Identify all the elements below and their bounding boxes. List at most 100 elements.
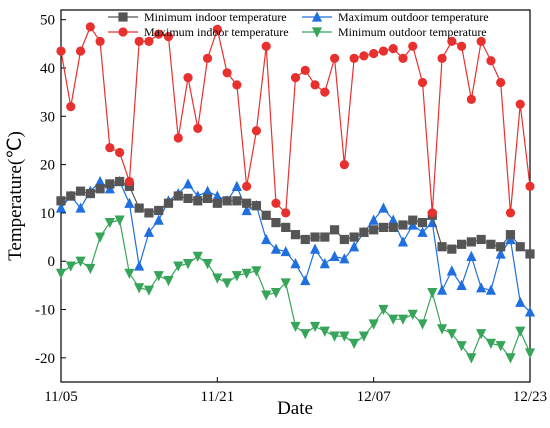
legend-label: Minimum outdoor temperature xyxy=(338,25,487,39)
legend-marker xyxy=(311,11,323,22)
data-point xyxy=(75,256,86,267)
data-point xyxy=(388,214,399,225)
data-point xyxy=(437,53,447,63)
legend-label: Maximum outdoor temperature xyxy=(338,10,489,24)
data-point xyxy=(369,48,379,59)
data-point xyxy=(358,331,369,342)
y-tick-label: 30 xyxy=(40,109,55,125)
data-point xyxy=(369,225,379,235)
data-point xyxy=(378,222,389,233)
data-point xyxy=(300,329,311,340)
data-point xyxy=(95,36,105,47)
data-point xyxy=(134,283,145,294)
legend-marker xyxy=(118,27,128,37)
data-point xyxy=(280,278,291,289)
data-point xyxy=(75,46,86,56)
data-point xyxy=(202,53,213,63)
data-point xyxy=(242,198,252,208)
data-point xyxy=(505,208,516,218)
legend-item: Minimum outdoor temperature xyxy=(302,25,487,39)
data-point xyxy=(290,73,301,83)
x-tick-label: 12/23 xyxy=(513,389,547,405)
data-point xyxy=(525,249,535,259)
legend-marker xyxy=(118,12,128,22)
data-point xyxy=(212,273,223,284)
data-point xyxy=(457,41,467,51)
data-point xyxy=(183,193,193,204)
data-point xyxy=(163,275,174,287)
data-point xyxy=(261,210,271,220)
data-point xyxy=(222,68,232,78)
data-point xyxy=(270,288,282,299)
data-point xyxy=(378,202,389,213)
data-point xyxy=(270,243,282,254)
legend: Minimum indoor temperature Maximum outdoo… xyxy=(108,10,489,39)
data-point xyxy=(251,126,262,136)
data-point xyxy=(466,94,476,104)
legend-marker xyxy=(311,27,323,38)
data-point xyxy=(280,245,291,257)
data-point xyxy=(485,284,497,295)
data-point xyxy=(525,181,535,191)
data-point xyxy=(104,217,115,229)
data-point xyxy=(271,198,281,208)
data-point xyxy=(408,41,418,51)
data-point xyxy=(486,239,496,249)
data-point xyxy=(173,261,184,272)
data-point xyxy=(134,260,145,271)
series-0 xyxy=(56,176,535,259)
data-point xyxy=(105,143,115,153)
data-point xyxy=(300,274,311,286)
data-point xyxy=(495,341,506,352)
data-point xyxy=(476,282,487,293)
data-point xyxy=(271,217,281,228)
y-tick-label: 50 xyxy=(40,13,55,29)
data-point xyxy=(290,321,301,333)
data-point xyxy=(183,73,193,83)
data-point xyxy=(339,331,350,342)
data-point xyxy=(232,80,242,90)
data-point xyxy=(66,191,76,201)
data-point xyxy=(231,180,242,191)
plot-frame xyxy=(60,9,531,383)
data-point xyxy=(310,80,320,90)
data-point xyxy=(261,233,272,245)
data-point xyxy=(349,241,360,252)
data-point xyxy=(349,338,360,349)
data-point xyxy=(378,304,389,316)
data-point xyxy=(115,176,125,187)
series-3 xyxy=(55,215,536,364)
x-tick-label: 11/21 xyxy=(201,389,235,405)
data-point xyxy=(378,46,389,56)
data-point xyxy=(251,266,262,277)
data-point xyxy=(222,196,232,206)
data-point xyxy=(319,326,330,337)
data-point xyxy=(85,22,95,32)
data-point xyxy=(436,324,448,335)
data-point xyxy=(65,261,76,272)
data-point xyxy=(85,188,95,199)
data-point xyxy=(505,230,516,240)
x-tick-label: 11/05 xyxy=(44,389,78,405)
series-2 xyxy=(56,22,535,218)
data-point xyxy=(417,226,428,237)
data-point xyxy=(251,201,262,211)
data-point xyxy=(124,176,134,187)
data-point xyxy=(359,51,369,61)
data-point xyxy=(281,208,291,218)
data-point xyxy=(436,284,448,295)
data-point xyxy=(368,319,379,330)
data-point xyxy=(55,268,67,279)
legend-item: Maximum indoor temperature xyxy=(108,25,289,39)
data-point xyxy=(95,184,105,194)
data-point xyxy=(124,197,135,208)
data-point xyxy=(290,230,301,240)
data-point xyxy=(320,232,330,242)
data-point xyxy=(202,193,213,204)
data-point xyxy=(310,232,320,242)
data-point xyxy=(55,202,67,213)
data-point xyxy=(182,259,194,270)
data-point xyxy=(144,208,154,218)
data-point xyxy=(447,36,457,47)
